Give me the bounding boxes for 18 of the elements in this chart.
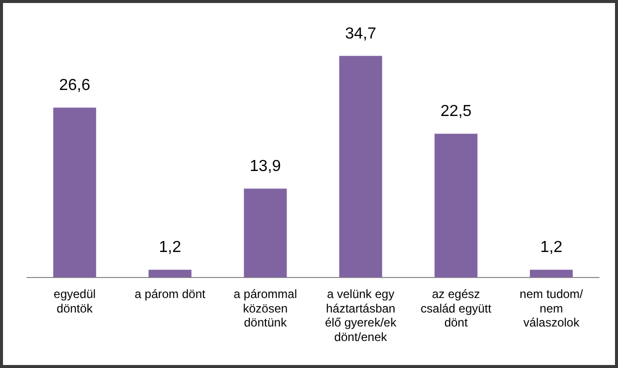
data-label: 13,9 [250,158,282,176]
x-tick-label: a párom dönt [134,286,206,301]
bar [53,108,96,278]
bar [244,188,287,278]
bar [339,56,382,278]
x-tick-label: egyedül döntök [54,286,96,316]
x-tick-label: a velünk egy háztartásban élő gyerek/ek dönt/enek [324,286,398,344]
bar [530,270,573,278]
data-label: 34,7 [345,25,376,42]
bar [434,134,478,278]
data-label: 1,2 [540,239,563,256]
x-tick-label: az egész család együtt dönt [420,286,492,330]
data-label: 22,5 [440,103,472,120]
x-tick-label: a párommal közösen döntünk [234,286,298,330]
data-label: 1,2 [158,239,182,256]
data-label: 26,6 [59,77,90,94]
bar [148,270,192,278]
x-tick-label: nem tudom/ nem válaszolok [520,286,584,330]
